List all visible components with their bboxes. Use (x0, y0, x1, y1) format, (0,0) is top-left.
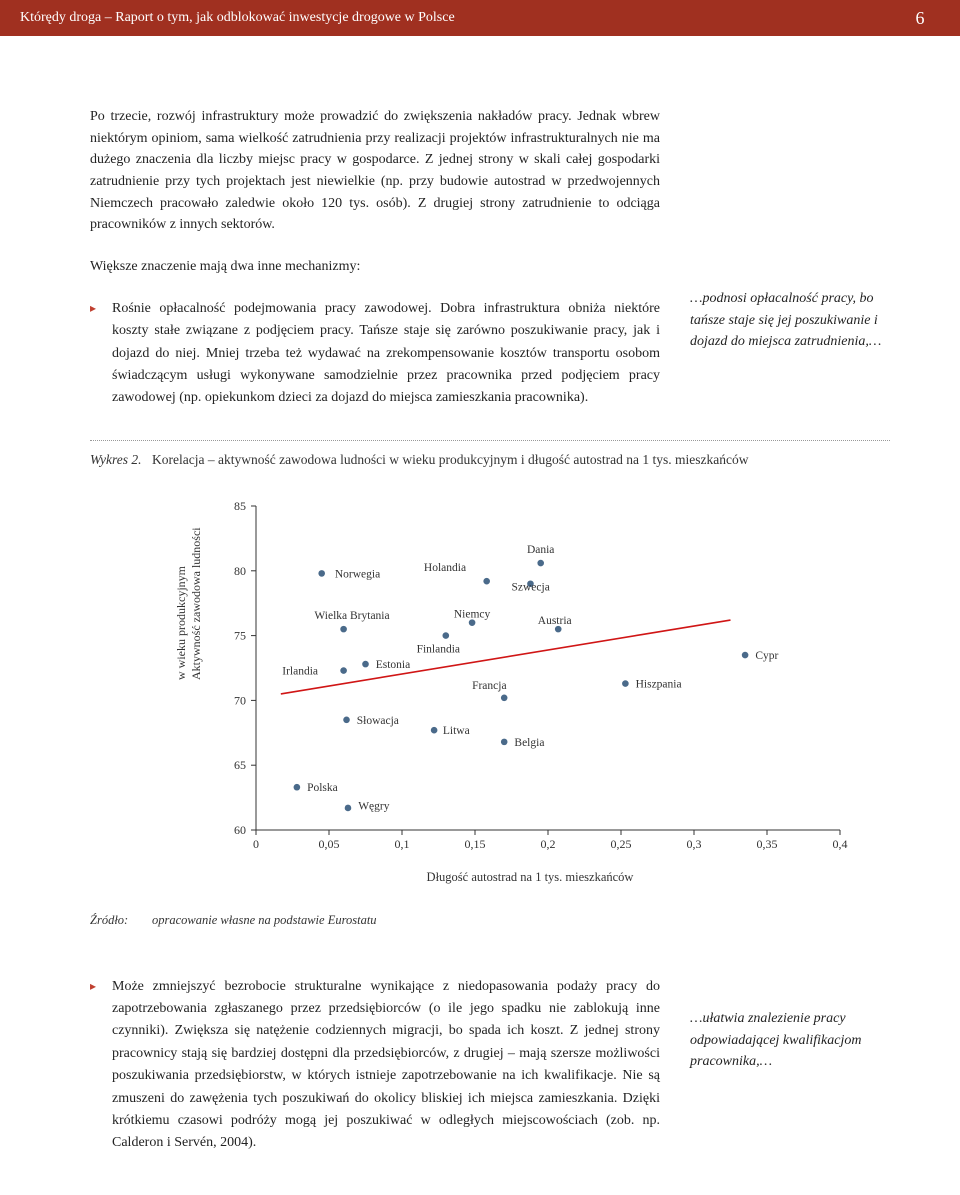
svg-text:Irlandia: Irlandia (282, 665, 318, 677)
svg-text:Litwa: Litwa (443, 725, 470, 737)
paragraph-1: Po trzecie, rozwój infrastruktury może p… (90, 106, 660, 236)
svg-text:Belgia: Belgia (514, 737, 544, 749)
source-label: Źródło: (90, 913, 152, 928)
svg-text:0,1: 0,1 (395, 837, 410, 851)
svg-text:0: 0 (253, 837, 259, 851)
page-header: Którędy droga – Raport o tym, jak odblok… (0, 0, 960, 36)
svg-text:Szwecja: Szwecja (512, 581, 550, 593)
scatter-chart: w wieku produkcyjnym Aktywność zawodowa … (210, 500, 850, 860)
bullet-1-text: Rośnie opłacalność podejmowania pracy za… (112, 298, 660, 410)
source-text: opracowanie własne na podstawie Eurostat… (152, 913, 377, 928)
svg-text:Finlandia: Finlandia (417, 643, 460, 655)
svg-text:Niemcy: Niemcy (454, 608, 491, 620)
page-content: Po trzecie, rozwój infrastruktury może p… (0, 36, 960, 1195)
header-title: Którędy droga – Raport o tym, jak odblok… (20, 10, 900, 26)
bullet-2-text: Może zmniejszyć bezrobocie strukturalne … (112, 976, 660, 1155)
svg-text:0,4: 0,4 (833, 837, 848, 851)
chart-source: Źródło: opracowanie własne na podstawie … (90, 913, 900, 928)
bullet-marker-icon: ▸ (90, 976, 112, 1155)
svg-text:Wielka Brytania: Wielka Brytania (314, 610, 389, 622)
svg-text:Węgry: Węgry (358, 800, 390, 812)
svg-text:Dania: Dania (527, 543, 554, 555)
svg-text:0,35: 0,35 (757, 837, 778, 851)
svg-text:0,25: 0,25 (611, 837, 632, 851)
svg-text:85: 85 (234, 500, 246, 513)
svg-text:Cypr: Cypr (755, 650, 778, 662)
svg-text:Hiszpania: Hiszpania (636, 678, 682, 690)
section-divider (90, 440, 890, 441)
svg-text:0,2: 0,2 (541, 837, 556, 851)
svg-text:Polska: Polska (307, 782, 338, 794)
svg-text:Holandia: Holandia (424, 562, 466, 574)
svg-text:0,05: 0,05 (319, 837, 340, 851)
svg-text:65: 65 (234, 758, 246, 772)
svg-text:75: 75 (234, 628, 246, 642)
page-number: 6 (900, 8, 940, 29)
chart-header: Wykres 2. Korelacja – aktywność zawodowa… (90, 451, 900, 470)
chart-x-axis-label: Długość autostrad na 1 tys. mieszkańców (210, 870, 850, 885)
svg-text:Słowacja: Słowacja (357, 714, 399, 726)
svg-text:0,15: 0,15 (465, 837, 486, 851)
svg-text:Estonia: Estonia (376, 659, 411, 671)
svg-text:80: 80 (234, 563, 246, 577)
svg-text:Norwegia: Norwegia (335, 568, 380, 580)
svg-text:Austria: Austria (538, 615, 572, 627)
paragraph-2: Większe znaczenie mają dwa inne mechaniz… (90, 256, 660, 278)
margin-note-1: …podnosi opłacalność pracy, bo tańsze st… (690, 288, 900, 353)
chart-title: Korelacja – aktywność zawodowa ludności … (152, 451, 900, 470)
svg-text:60: 60 (234, 823, 246, 837)
bullet-marker-icon: ▸ (90, 298, 112, 410)
svg-text:Francja: Francja (472, 680, 506, 692)
chart-label: Wykres 2. (90, 451, 152, 470)
margin-note-2: …ułatwia znalezienie pracy odpowiadające… (690, 1008, 900, 1073)
svg-text:70: 70 (234, 693, 246, 707)
chart-svg: 60 65 70 75 80 85 0 0,05 0,1 0,15 0,2 0,25 0,3 0,35 0,… (210, 500, 850, 860)
svg-text:0,3: 0,3 (687, 837, 702, 851)
